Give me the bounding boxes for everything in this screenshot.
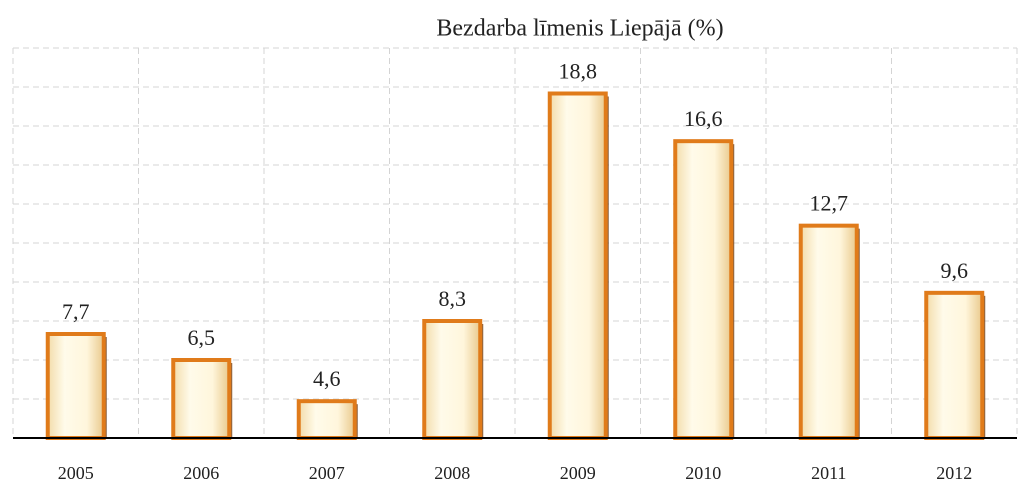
data-label: 6,5 [188, 325, 216, 350]
x-tick-label: 2009 [560, 463, 596, 483]
chart-title: Bezdarba līmenis Liepājā (%) [436, 16, 723, 42]
bar [924, 290, 985, 441]
x-tick-label: 2011 [811, 463, 846, 483]
bar [45, 332, 106, 440]
x-tick-label: 2008 [434, 463, 470, 483]
bar [296, 399, 357, 440]
x-tick-label: 2012 [936, 463, 972, 483]
x-tick-label: 2006 [183, 463, 219, 483]
data-label: 4,6 [313, 366, 341, 391]
bar [171, 358, 232, 440]
bar [547, 91, 608, 440]
data-label: 8,3 [439, 286, 467, 311]
data-label: 12,7 [810, 191, 849, 216]
data-label: 16,6 [684, 106, 723, 131]
data-label: 7,7 [62, 299, 90, 324]
x-tick-label: 2010 [685, 463, 721, 483]
bar [673, 139, 734, 441]
bar [798, 223, 859, 440]
data-label: 9,6 [941, 258, 969, 283]
x-tick-label: 2007 [309, 463, 345, 483]
bar [422, 319, 483, 440]
x-tick-label: 2005 [58, 463, 94, 483]
data-label: 18,8 [559, 59, 598, 84]
